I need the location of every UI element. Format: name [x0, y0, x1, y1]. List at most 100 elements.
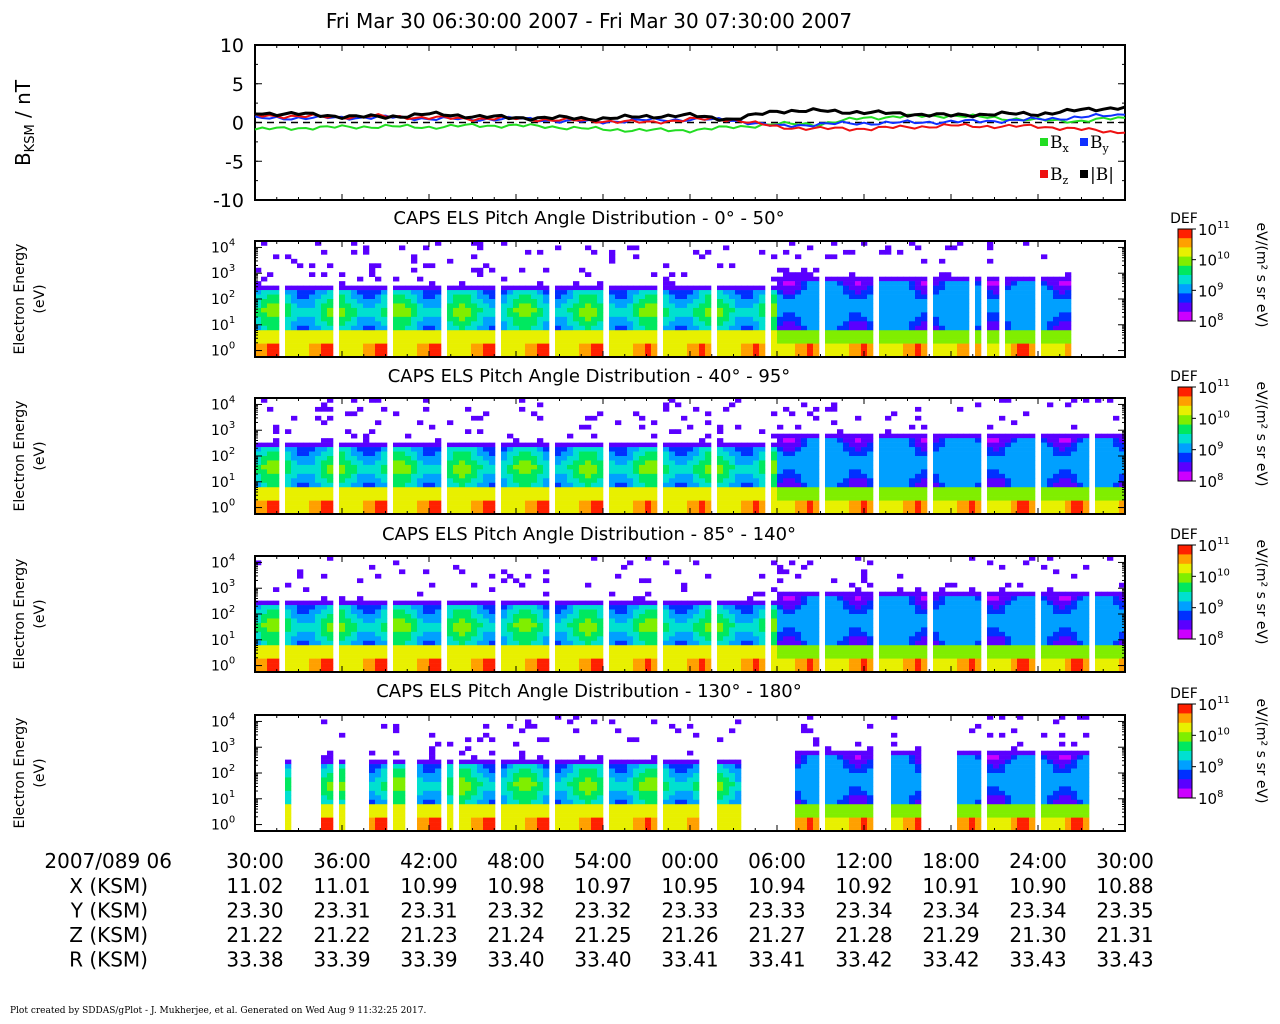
spectrogram-cell — [255, 325, 262, 331]
spectrogram-cell — [639, 424, 646, 430]
cb-base: 10 — [1198, 221, 1217, 239]
spectrogram-cell — [963, 290, 970, 295]
spectrogram-cell — [663, 312, 670, 318]
spectrogram-cell — [609, 316, 616, 322]
spectrogram-cell — [837, 281, 844, 286]
spectrogram-cell — [897, 334, 904, 340]
spectrogram-cell — [435, 316, 442, 322]
spectrogram-cell — [315, 312, 322, 318]
spectrogram-cell — [729, 447, 736, 452]
spectrogram-cell — [1053, 281, 1060, 286]
spectrogram-cell — [1065, 339, 1072, 344]
spectrogram-cell — [789, 299, 796, 304]
spectrogram-cell — [255, 509, 262, 515]
spectrogram-cell — [675, 303, 682, 309]
spectrogram-cell — [939, 491, 946, 497]
spectrogram-cell — [753, 339, 760, 344]
spectrogram-cell — [423, 343, 430, 349]
spectrogram-cell — [537, 343, 544, 349]
spectrogram-cell — [1011, 290, 1018, 295]
spectrogram-cell — [699, 294, 706, 300]
spectrogram-cell — [1071, 487, 1078, 492]
spectrogram-cell — [339, 330, 346, 335]
spectrogram-cell — [453, 321, 460, 327]
spectrogram-cell — [543, 352, 550, 358]
spectrogram-cell — [951, 469, 958, 475]
spectrogram-cell — [825, 442, 832, 448]
spectrogram-cell — [1059, 496, 1066, 501]
spectrogram-ytick-label: 100 — [211, 341, 235, 360]
spectrogram-cell — [693, 406, 700, 412]
spectrogram-cell — [297, 469, 304, 475]
spectrogram-cell — [771, 456, 778, 461]
spectrogram-cell — [375, 325, 382, 331]
spectrogram-cell — [945, 334, 952, 340]
spectrogram-cell — [747, 478, 754, 484]
spectrogram-cell — [1077, 509, 1084, 515]
spectrogram-cell — [945, 451, 952, 457]
spectrogram-cell — [885, 478, 892, 484]
spectrogram-cell — [921, 290, 928, 295]
spectrogram-cell — [837, 473, 844, 479]
spectrogram-cell — [471, 456, 478, 461]
spectrogram-cell — [411, 478, 418, 484]
spectrogram-cell — [591, 285, 598, 291]
spectrogram-cell — [951, 447, 958, 452]
spectrogram-cell — [849, 330, 856, 335]
spectrogram-cell — [369, 464, 376, 470]
colorbar-segment — [1178, 230, 1192, 233]
legend-label: |B| — [1090, 165, 1114, 185]
spectrogram-cell — [645, 447, 652, 452]
spectrogram-cell — [1059, 330, 1066, 335]
spectrogram-cell — [891, 352, 898, 358]
spectrogram-cell — [813, 316, 820, 322]
spectrogram-cell — [633, 348, 640, 353]
spectrogram-cell — [729, 456, 736, 461]
spectrogram-cell — [639, 294, 646, 300]
spectrogram-cell — [975, 456, 982, 461]
spectrogram-cell — [381, 451, 388, 457]
spectrogram-cell — [957, 325, 964, 331]
spectrogram-cell — [519, 491, 526, 497]
spectrogram-cell — [759, 429, 766, 434]
mag-ylabel-unit: / nT — [11, 79, 35, 124]
spectrogram-cell — [531, 451, 538, 457]
spectrogram-cell — [717, 456, 724, 461]
spectrogram-cell — [1017, 451, 1024, 457]
spectrogram-cell — [849, 276, 856, 282]
spectrogram-cell — [417, 487, 424, 492]
spectrogram-cell — [783, 433, 790, 439]
spectrogram-cell — [741, 330, 748, 335]
spectrogram-cell — [1107, 478, 1114, 484]
spectrogram-cell — [741, 325, 748, 331]
spectrogram-cell — [891, 456, 898, 461]
spectrogram-cell — [813, 473, 820, 479]
spectrogram-cell — [849, 321, 856, 327]
spectrogram-cell — [729, 334, 736, 340]
spectrogram-cell — [513, 307, 520, 313]
spectrogram-cell — [861, 442, 868, 448]
spectrogram-cell — [969, 464, 976, 470]
spectrogram-cell — [813, 442, 820, 448]
spectrogram-cell — [531, 352, 538, 358]
spectrogram-cell — [597, 316, 604, 322]
spectrogram-cell — [399, 491, 406, 497]
spectrogram-cell — [1047, 473, 1054, 479]
spectrogram-cell — [525, 249, 532, 255]
spectrogram-cell — [507, 339, 514, 344]
spectrogram-cell — [327, 294, 334, 300]
spectrogram-cell — [585, 294, 592, 300]
spectrogram-cell — [831, 473, 838, 479]
mag-ytick-label: -5 — [225, 151, 244, 173]
spectrogram-cell — [519, 464, 526, 470]
spectrogram-cell — [273, 254, 280, 260]
spectrogram-cell — [795, 496, 802, 501]
spectrogram-cell — [759, 482, 766, 488]
spectrogram-cell — [351, 496, 358, 501]
spectrogram-cell — [759, 456, 766, 461]
spectrogram-cell — [597, 451, 604, 457]
spectrogram-cell — [375, 290, 382, 295]
spectrogram-cell — [1095, 464, 1102, 470]
spectrogram-cell — [471, 339, 478, 344]
spectrogram-cell — [489, 352, 496, 358]
